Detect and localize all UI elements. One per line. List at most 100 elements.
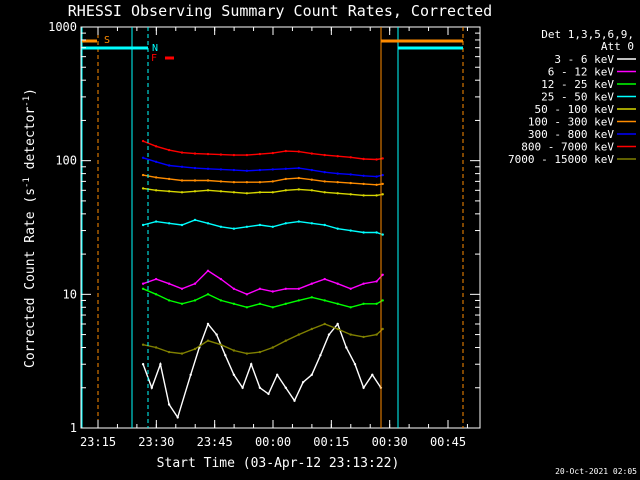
series-8-point-0 — [141, 343, 145, 346]
series-4-point-8 — [245, 192, 249, 195]
series-5-point-10 — [271, 180, 274, 183]
series-1-point-13 — [310, 282, 313, 285]
series-2-point-1 — [154, 293, 158, 296]
series-0-point-16 — [284, 386, 287, 389]
series-line-3 — [142, 219, 383, 236]
series-5-point-4 — [193, 179, 197, 182]
series-5-point-14 — [323, 180, 326, 183]
series-line-7 — [142, 140, 383, 161]
x-tick-label-1: 23:30 — [138, 435, 174, 449]
series-1-point-4 — [193, 282, 197, 285]
series-6-point-10 — [271, 168, 274, 171]
series-0-point-17 — [293, 399, 296, 402]
series-1-point-14 — [323, 277, 326, 281]
plot-area — [80, 26, 481, 429]
series-4-point-5 — [206, 189, 210, 192]
y-axis-label-mid: detector — [23, 107, 38, 178]
series-8-point-8 — [245, 352, 249, 355]
series-5-point-18 — [375, 183, 378, 186]
series-2-point-15 — [336, 302, 339, 305]
series-3-point-11 — [284, 222, 287, 225]
series-4-point-10 — [271, 191, 274, 194]
series-3-point-18 — [375, 231, 378, 234]
series-1-point-3 — [180, 287, 184, 290]
series-7-point-11 — [284, 149, 287, 153]
x-tick-label-6: 00:45 — [430, 435, 466, 449]
series-8-point-7 — [232, 349, 236, 352]
series-2-point-18 — [375, 302, 378, 305]
series-0-point-12 — [250, 363, 253, 366]
series-1 — [141, 269, 384, 296]
series-3-point-2 — [167, 222, 171, 225]
series-6-point-15 — [336, 172, 339, 175]
series-4-point-9 — [258, 191, 262, 194]
series-0-point-1 — [150, 386, 153, 389]
series-6 — [141, 156, 384, 178]
series-4-point-11 — [284, 189, 287, 192]
series-2-point-8 — [245, 306, 249, 309]
series-7-point-9 — [258, 152, 262, 156]
legend-header-2: Att 0 — [601, 40, 634, 53]
series-7-point-17 — [362, 157, 365, 161]
series-6-point-19 — [381, 173, 384, 177]
series-5-point-7 — [232, 181, 236, 184]
legend-entry-2: 12 - 25 keV — [541, 78, 614, 91]
series-1-point-6 — [219, 277, 223, 281]
series-2-point-5 — [206, 293, 210, 296]
series-3-point-19 — [381, 233, 384, 236]
series-0-point-22 — [336, 322, 339, 326]
y-axis-label-sup1: -1 — [22, 177, 32, 188]
series-7-point-6 — [219, 153, 223, 156]
flag-label-0: S — [104, 35, 110, 46]
series-1-point-2 — [167, 282, 171, 285]
series-1-point-17 — [362, 282, 365, 285]
series-7-point-8 — [245, 153, 249, 157]
series-1-point-11 — [284, 287, 287, 290]
series-3 — [141, 218, 384, 236]
series-4-point-12 — [297, 188, 300, 191]
series-7-point-4 — [193, 152, 197, 155]
series-0-point-20 — [319, 354, 322, 357]
series-4-point-4 — [193, 190, 197, 193]
legend-entry-3: 25 - 50 keV — [541, 91, 614, 104]
legend-entry-1: 6 - 12 keV — [548, 66, 615, 79]
series-3-point-5 — [206, 222, 210, 225]
series-8-point-5 — [206, 339, 210, 342]
series-4-point-0 — [141, 187, 145, 190]
series-4-point-7 — [232, 191, 236, 194]
flag-label-1: N — [152, 43, 158, 54]
x-tick-label-5: 00:30 — [372, 435, 408, 449]
series-8-point-15 — [336, 327, 339, 331]
series-0-point-14 — [267, 392, 270, 396]
series-3-point-0 — [141, 223, 145, 227]
series-8-point-11 — [284, 339, 287, 342]
series-6-point-5 — [206, 167, 210, 170]
series-3-point-16 — [349, 229, 352, 232]
series-7-point-1 — [154, 145, 158, 148]
series-0-point-9 — [224, 354, 227, 357]
series-7-point-5 — [206, 152, 210, 156]
series-6-point-16 — [349, 173, 352, 176]
series-5-point-6 — [219, 180, 223, 183]
series-2-point-2 — [167, 299, 171, 302]
series-2-point-9 — [258, 302, 262, 305]
series-8-point-16 — [349, 333, 352, 336]
series-4-point-1 — [154, 189, 158, 192]
series-1-point-18 — [375, 280, 378, 283]
series-3-point-7 — [232, 227, 236, 230]
series-6-point-7 — [232, 168, 236, 172]
x-tick-label-3: 00:00 — [255, 435, 291, 449]
series-1-point-5 — [206, 269, 210, 272]
series-5-point-12 — [297, 176, 300, 180]
series-line-6 — [142, 157, 383, 178]
series-5-point-8 — [245, 181, 249, 184]
series-8-point-9 — [258, 350, 262, 354]
series-4-point-17 — [362, 194, 365, 197]
series-4-point-15 — [336, 192, 339, 195]
series-1-point-16 — [349, 287, 352, 290]
series-0-point-4 — [176, 416, 179, 419]
series-1-point-1 — [154, 277, 158, 281]
series-4-point-3 — [180, 191, 184, 194]
flag-layer: S NF — [82, 35, 463, 64]
